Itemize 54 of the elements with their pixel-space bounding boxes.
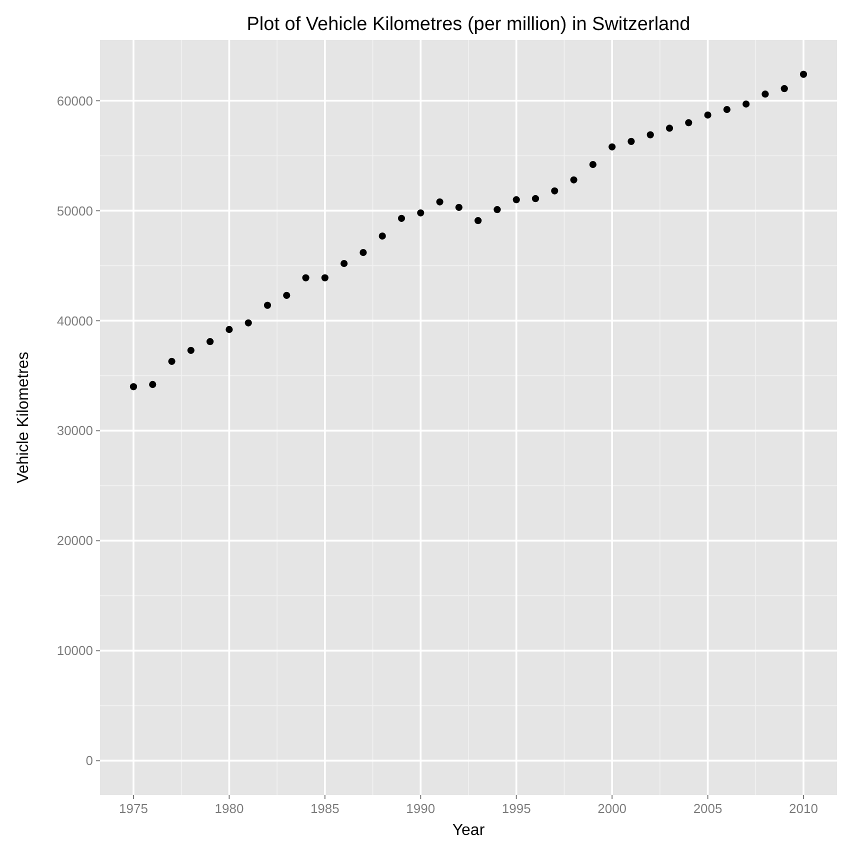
- point: [762, 90, 769, 98]
- point: [494, 206, 501, 214]
- point: [455, 204, 462, 211]
- point: [704, 111, 712, 119]
- x-axis-title: Year: [452, 822, 486, 839]
- point: [168, 358, 176, 365]
- y-tick-label: 40000: [56, 313, 93, 328]
- point: [646, 131, 654, 138]
- point: [436, 198, 444, 206]
- point: [589, 160, 596, 168]
- point: [302, 274, 310, 282]
- point: [723, 106, 730, 114]
- point: [800, 70, 808, 78]
- point: [474, 217, 482, 224]
- point: [398, 214, 406, 222]
- y-tick-label: 0: [86, 753, 93, 768]
- y-tick-label: 20000: [56, 533, 93, 548]
- point: [149, 380, 156, 388]
- point: [570, 176, 578, 184]
- x-tick-label: 1975: [119, 801, 148, 816]
- y-axis-title: Vehicle Kilometres: [15, 352, 32, 484]
- x-tick-label: 2005: [693, 801, 722, 816]
- point: [512, 196, 520, 204]
- x-tick-label: 1985: [310, 801, 340, 816]
- point: [283, 292, 290, 299]
- x-tick-label: 2000: [598, 801, 627, 816]
- point: [130, 383, 138, 390]
- point: [742, 100, 750, 108]
- point: [417, 209, 424, 216]
- point: [226, 326, 233, 334]
- point: [340, 260, 348, 268]
- y-tick-label: 60000: [56, 93, 93, 108]
- point: [360, 248, 367, 256]
- y-tick-label: 50000: [56, 203, 93, 218]
- point: [780, 85, 788, 92]
- point: [378, 232, 386, 240]
- point: [321, 274, 328, 282]
- y-tick-label: 10000: [56, 643, 93, 658]
- point: [551, 187, 558, 194]
- point: [685, 119, 692, 126]
- point: [187, 346, 194, 354]
- point: [244, 319, 252, 326]
- point: [206, 338, 214, 346]
- y-tick-label: 30000: [56, 423, 93, 438]
- x-tick-label: 1990: [406, 801, 436, 816]
- chart-title: Plot of Vehicle Kilometres (per million) in Switzerland: [246, 14, 690, 35]
- x-tick-label: 2010: [789, 801, 818, 816]
- x-tick-label: 1995: [502, 801, 531, 816]
- point: [608, 143, 616, 150]
- point: [628, 138, 635, 145]
- x-tick-label: 1980: [214, 801, 244, 816]
- point: [264, 302, 272, 309]
- point: [666, 124, 674, 132]
- point: [532, 195, 540, 202]
